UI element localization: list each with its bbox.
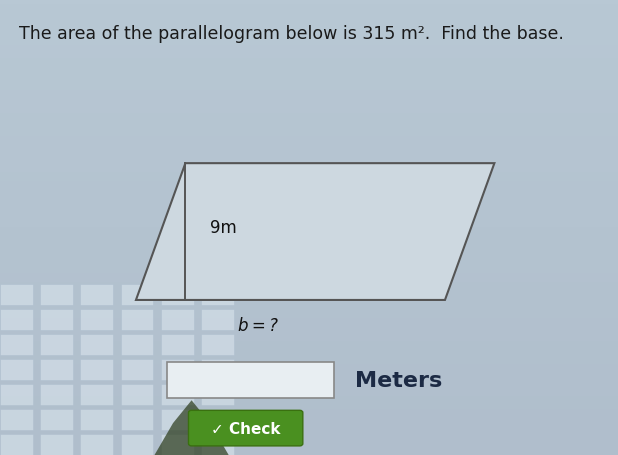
- Bar: [121, 309, 153, 330]
- Bar: [80, 359, 113, 380]
- Bar: [121, 284, 153, 305]
- Bar: [40, 384, 73, 405]
- Text: The area of the parallelogram below is 315 m².  Find the base.: The area of the parallelogram below is 3…: [19, 25, 564, 43]
- Bar: [40, 334, 73, 355]
- Polygon shape: [136, 164, 494, 300]
- Bar: [40, 435, 73, 455]
- Bar: [80, 384, 113, 405]
- Bar: [80, 410, 113, 430]
- Text: b = ?: b = ?: [238, 316, 278, 334]
- Bar: [0, 284, 33, 305]
- FancyBboxPatch shape: [188, 410, 303, 446]
- Bar: [161, 334, 193, 355]
- Bar: [121, 384, 153, 405]
- Bar: [0, 410, 33, 430]
- Bar: [40, 284, 73, 305]
- Bar: [40, 309, 73, 330]
- Bar: [161, 384, 193, 405]
- Bar: [0, 334, 33, 355]
- Bar: [201, 334, 234, 355]
- Bar: [80, 435, 113, 455]
- Bar: [201, 384, 234, 405]
- Text: Meters: Meters: [355, 370, 442, 390]
- Bar: [121, 334, 153, 355]
- Polygon shape: [154, 400, 229, 455]
- Bar: [80, 284, 113, 305]
- Bar: [201, 435, 234, 455]
- Bar: [121, 359, 153, 380]
- Bar: [161, 410, 193, 430]
- Bar: [40, 410, 73, 430]
- Bar: [40, 359, 73, 380]
- Bar: [80, 309, 113, 330]
- Bar: [201, 309, 234, 330]
- Bar: [161, 284, 193, 305]
- Text: 9m: 9m: [210, 218, 237, 237]
- Bar: [161, 359, 193, 380]
- Bar: [0, 309, 33, 330]
- FancyBboxPatch shape: [167, 362, 334, 398]
- Text: ✓ Check: ✓ Check: [211, 421, 281, 435]
- Bar: [201, 410, 234, 430]
- Bar: [0, 384, 33, 405]
- Bar: [0, 359, 33, 380]
- Bar: [80, 334, 113, 355]
- Bar: [0, 435, 33, 455]
- Bar: [201, 284, 234, 305]
- Bar: [161, 435, 193, 455]
- Bar: [201, 359, 234, 380]
- Bar: [161, 309, 193, 330]
- Bar: [121, 435, 153, 455]
- Bar: [121, 410, 153, 430]
